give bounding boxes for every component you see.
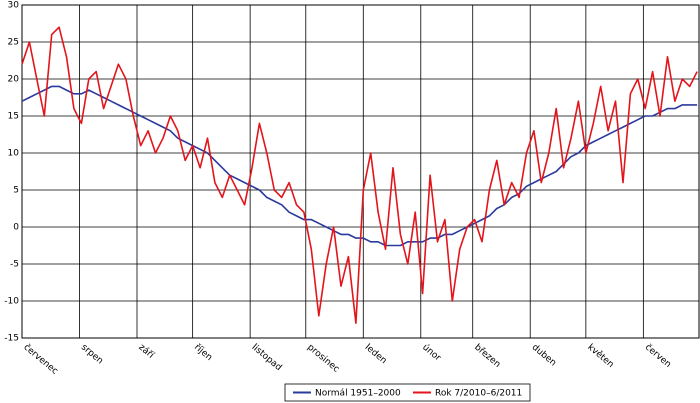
x-tick-label: leden bbox=[363, 343, 389, 367]
plot-area bbox=[21, 4, 700, 339]
x-tick-label: září bbox=[136, 343, 155, 362]
legend-box bbox=[284, 383, 531, 402]
y-tick-label: 15 bbox=[8, 112, 19, 122]
x-tick-label: srpen bbox=[79, 343, 105, 367]
y-tick-label: 20 bbox=[8, 75, 20, 85]
x-tick-label: prosinec bbox=[305, 343, 341, 375]
legend-label: Normál 1951–2000 bbox=[315, 389, 401, 399]
y-tick-label: 30 bbox=[8, 1, 20, 11]
y-tick-label: 25 bbox=[8, 38, 19, 48]
legend-label: Rok 7/2010–6/2011 bbox=[435, 389, 522, 399]
x-tick-label: únor bbox=[420, 343, 442, 364]
x-tick-label: listopad bbox=[250, 343, 284, 374]
x-tick-label: červen bbox=[643, 342, 674, 370]
x-tick-label: říjen bbox=[192, 343, 214, 363]
x-tick-label: březen bbox=[472, 343, 502, 370]
x-tick-label: duben bbox=[530, 343, 558, 369]
y-tick-label: -15 bbox=[4, 334, 19, 344]
y-tick-label: 10 bbox=[8, 149, 20, 159]
x-tick-label: květen bbox=[585, 343, 615, 370]
series-line bbox=[21, 26, 698, 324]
y-tick-label: -10 bbox=[4, 297, 19, 307]
y-tick-label: 0 bbox=[13, 223, 19, 233]
y-tick-label: -5 bbox=[10, 260, 19, 270]
y-tick-label: 5 bbox=[13, 186, 19, 196]
x-tick-label: červenec bbox=[21, 342, 60, 377]
